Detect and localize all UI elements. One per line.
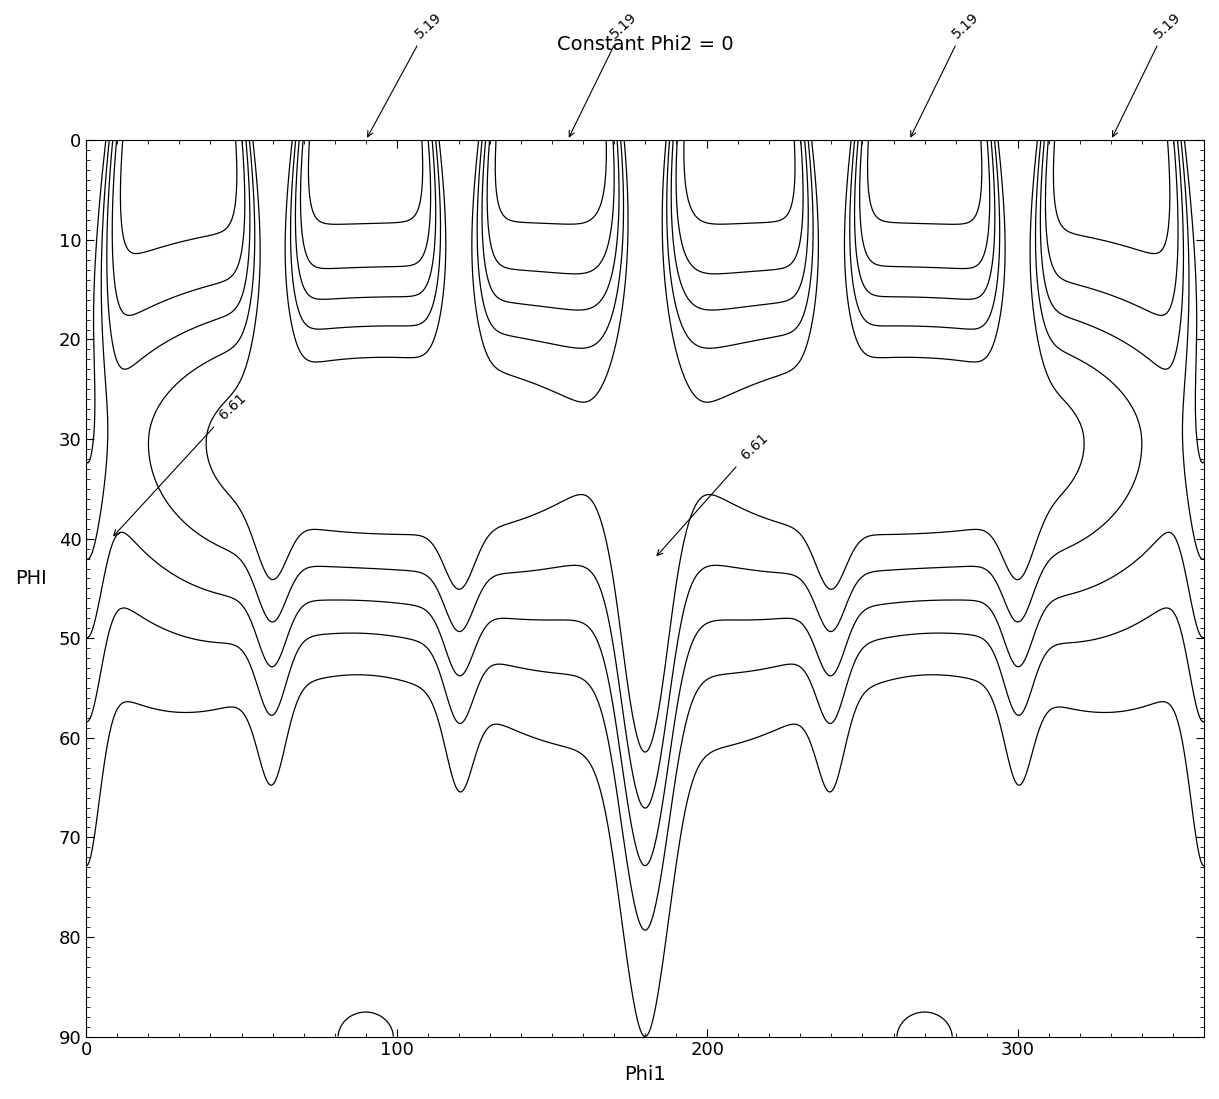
Text: 6.61: 6.61 <box>657 431 770 556</box>
Text: 5.19: 5.19 <box>368 10 445 136</box>
Text: 5.19: 5.19 <box>911 10 981 136</box>
Text: 5.19: 5.19 <box>569 10 640 136</box>
Text: 5.19: 5.19 <box>1113 10 1184 136</box>
Text: 6.61: 6.61 <box>113 391 249 535</box>
X-axis label: Phi1: Phi1 <box>624 1065 666 1084</box>
Y-axis label: PHI: PHI <box>15 569 46 588</box>
Title: Constant Phi2 = 0: Constant Phi2 = 0 <box>557 35 734 54</box>
